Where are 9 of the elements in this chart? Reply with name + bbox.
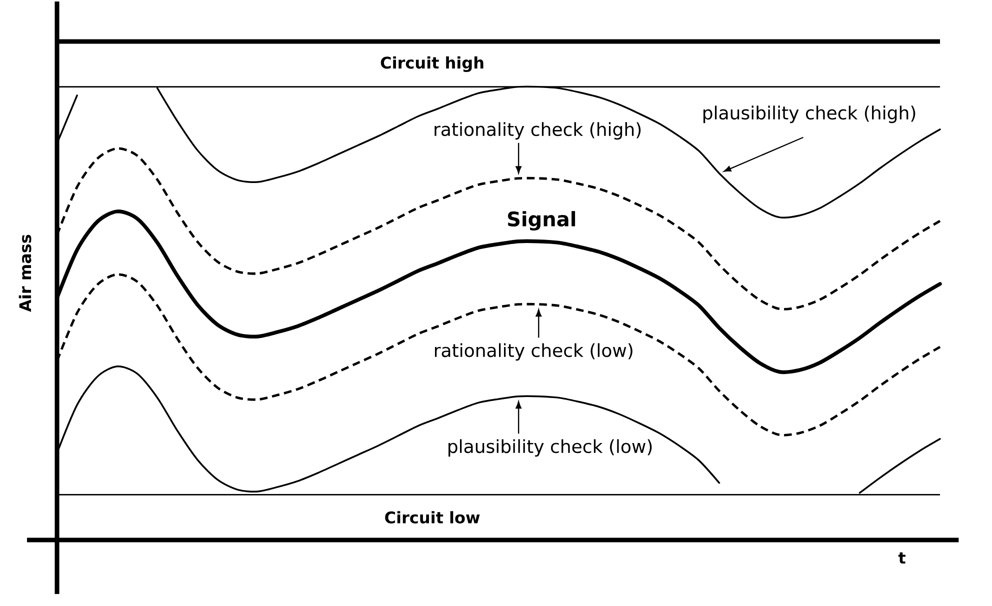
x-axis-title: t: [898, 552, 906, 564]
y-axis-title: Air mass: [18, 234, 32, 312]
annotation: plausibility check (low): [448, 439, 652, 457]
ref-line-label: Circuit low: [385, 511, 480, 524]
series-label: plausibility check (high): [703, 106, 916, 124]
annotation: rationality check (low): [434, 343, 632, 361]
text: rationality check (high): [434, 122, 641, 140]
ref-line-label: Circuit high: [380, 56, 484, 72]
series-label: Signal: [508, 211, 576, 231]
